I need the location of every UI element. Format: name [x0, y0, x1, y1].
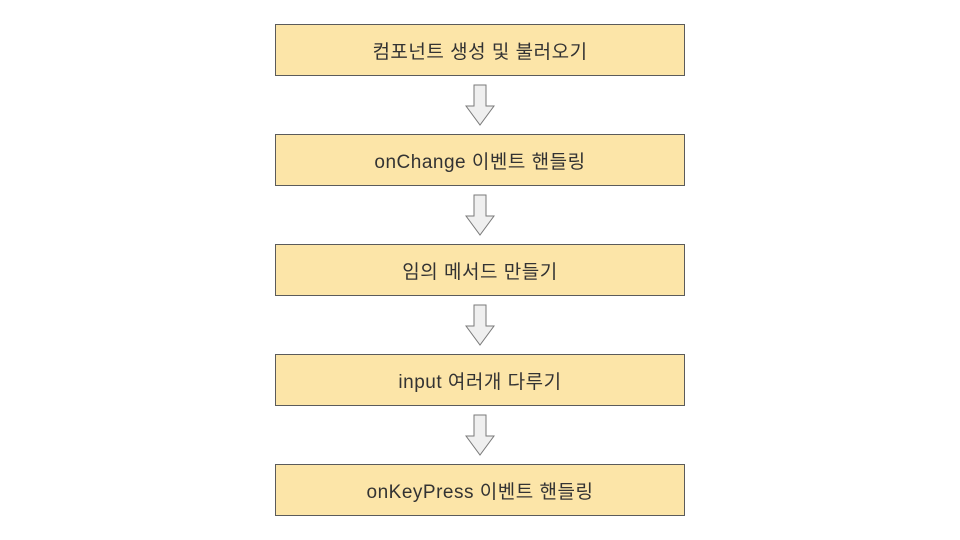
flow-node-label: 컴포넌트 생성 및 불러오기: [372, 37, 587, 64]
flow-node-2: onChange 이벤트 핸들링: [275, 134, 685, 186]
arrow-down-icon: [465, 304, 495, 346]
flow-node-3: 임의 메서드 만들기: [275, 244, 685, 296]
arrow-down-icon: [465, 194, 495, 236]
flow-node-label: 임의 메서드 만들기: [402, 257, 557, 284]
flow-node-label: onChange 이벤트 핸들링: [374, 147, 585, 174]
flow-node-label: onKeyPress 이벤트 핸들링: [367, 477, 594, 504]
arrow-down-icon: [465, 84, 495, 126]
arrow-down-icon: [465, 414, 495, 456]
flow-node-1: 컴포넌트 생성 및 불러오기: [275, 24, 685, 76]
flow-node-5: onKeyPress 이벤트 핸들링: [275, 464, 685, 516]
flow-node-label: input 여러개 다루기: [398, 367, 561, 394]
flow-node-4: input 여러개 다루기: [275, 354, 685, 406]
